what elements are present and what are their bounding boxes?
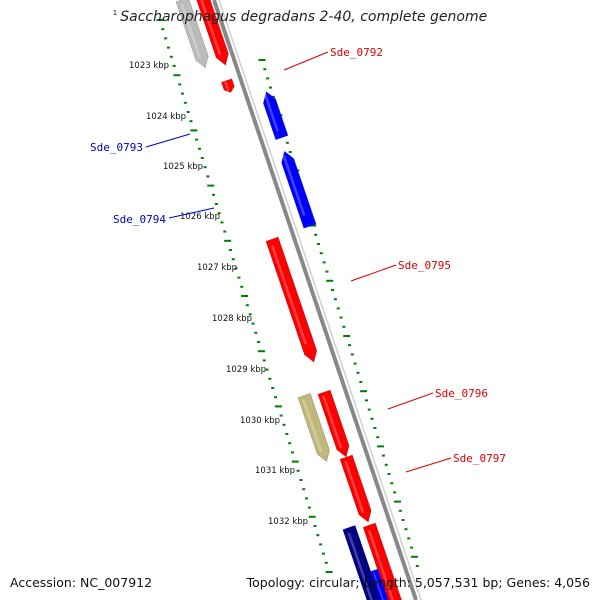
gene-arrow-sde-0796[interactable]	[297, 393, 330, 463]
gene-arrow-shine	[302, 399, 323, 453]
title-superscript: 1	[112, 9, 118, 17]
gene-label-sde-0792[interactable]: Sde_0792	[330, 46, 383, 59]
gene-arrow-shine	[344, 460, 365, 514]
scale-label: 1030 kbp	[240, 416, 280, 426]
gene-arrow-shine	[200, 0, 222, 56]
scale-label: 1027 kbp	[197, 263, 237, 273]
gene-arrow-shine	[367, 529, 395, 600]
gene-arrow-shine	[373, 572, 384, 600]
title-text: Saccharophagus degradans 2-40, complete …	[120, 9, 488, 25]
gene-arrow[interactable]	[369, 568, 391, 600]
accession-label: Accession: NC_007912	[10, 575, 153, 590]
gene-arrow-sde-0797[interactable]	[339, 454, 372, 523]
map-title: 1 Saccharophagus degradans 2-40, complete…	[0, 9, 600, 25]
gene-label-sde-0795[interactable]: Sde_0795	[398, 259, 451, 272]
gene-arrow[interactable]	[317, 389, 350, 458]
leader-line	[387, 392, 434, 410]
gene-label-sde-0797[interactable]: Sde_0797	[453, 452, 506, 465]
gene-arrow-shine	[282, 155, 306, 216]
gene-label-leaders: Sde_0792 Sde_0793 Sde_0794 Sde_0795 Sde_0796…	[90, 46, 506, 473]
gene-arrow[interactable]	[342, 525, 385, 600]
leader-line	[405, 457, 452, 473]
scale-label: 1026 kbp	[180, 212, 220, 222]
gene-arrow[interactable]	[195, 0, 229, 66]
scale-label: 1023 kbp	[129, 61, 169, 71]
scale-label: 1024 kbp	[146, 112, 186, 122]
leader-line	[350, 264, 397, 282]
gene-arrow-shine	[224, 81, 230, 92]
gene-arrow-sde-0793[interactable]	[262, 91, 289, 141]
backbone-line	[212, 0, 418, 600]
gene-arrow-sde-0794[interactable]	[281, 150, 317, 229]
genome-backbone	[212, 0, 422, 600]
gene-label-sde-0794[interactable]: Sde_0794	[113, 213, 166, 226]
scale-label: 1028 kbp	[212, 314, 252, 324]
gene-arrow-shine	[347, 532, 373, 600]
gene-arrow-shine	[271, 245, 307, 345]
leader-line	[168, 207, 215, 219]
gene-arrow[interactable]	[175, 0, 209, 69]
gene-arrow-sde-0792[interactable]	[221, 78, 235, 93]
gene-arrow-shine	[180, 3, 202, 59]
gene-label-sde-0796[interactable]: Sde_0796	[435, 387, 488, 400]
leader-line	[145, 133, 191, 148]
backbone-highlight	[218, 0, 422, 600]
scale-label: 1029 kbp	[226, 365, 266, 375]
gene-arrow-shine	[322, 395, 343, 449]
scale-labels: 1023 kbp 1024 kbp 1025 kbp 1026 kbp 1027 kbp…	[129, 61, 308, 527]
scale-label: 1031 kbp	[255, 466, 295, 476]
gene-arrow-shine	[264, 94, 279, 132]
scale-label: 1025 kbp	[163, 162, 203, 172]
gene-arrow-sde-0795[interactable]	[265, 236, 318, 363]
leader-line	[283, 51, 329, 71]
scale-label: 1032 kbp	[268, 517, 308, 527]
topology-label: Topology: circular; Length: 5,057,531 bp…	[246, 575, 590, 590]
tick-marks-inner	[156, 19, 333, 573]
gene-label-sde-0793[interactable]: Sde_0793	[90, 141, 143, 154]
gene-features	[175, 0, 402, 600]
